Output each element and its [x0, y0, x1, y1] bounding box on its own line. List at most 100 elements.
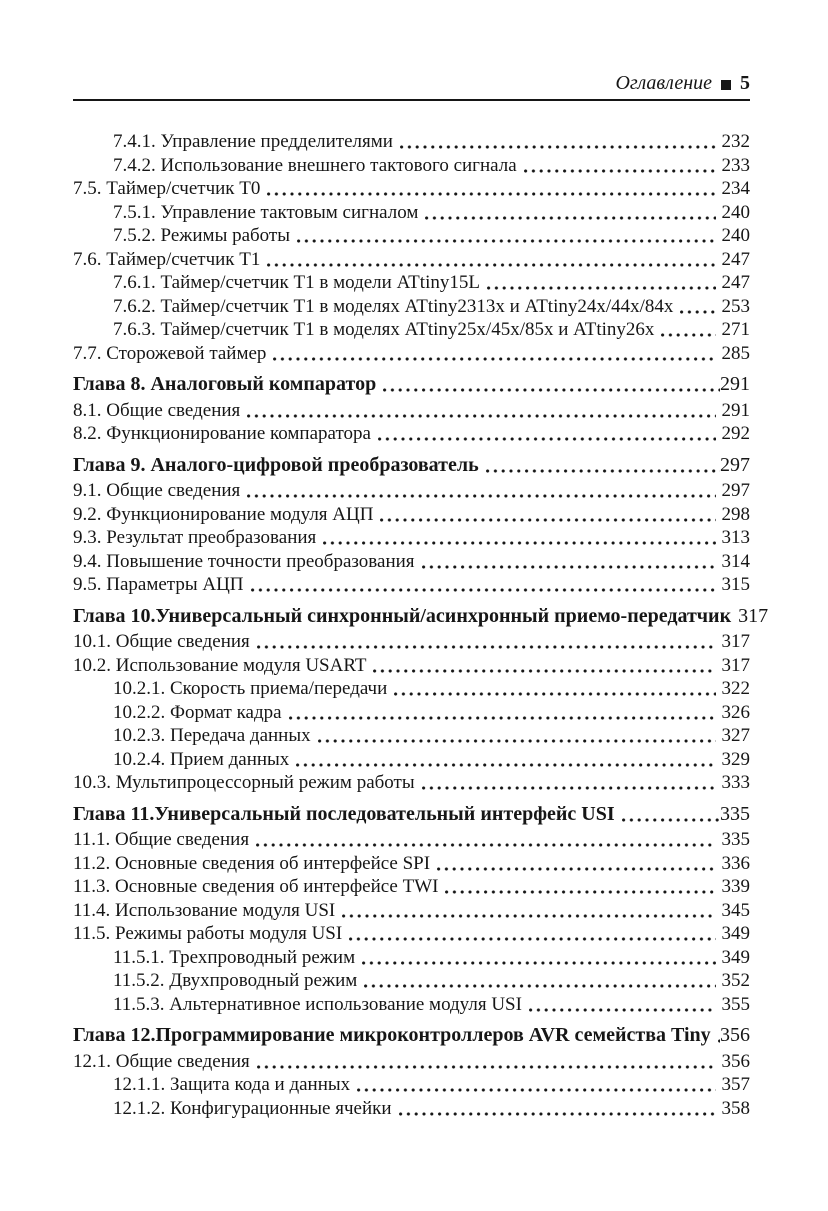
dot-leader	[425, 200, 716, 224]
toc-entry-page: 352	[721, 970, 751, 991]
toc-entry-label: 7.5.2. Режимы работы	[113, 225, 291, 246]
dot-leader	[383, 373, 720, 397]
toc-entry-page: 358	[721, 1097, 751, 1119]
toc-entry: 11.5.3. Альтернативное использование мод…	[73, 992, 751, 1016]
toc-entry: 12.1.1. Защита кода и данных 357	[73, 1073, 750, 1097]
toc-entry: Глава 11.Универсальный последовательный …	[73, 802, 750, 826]
dot-leader	[317, 724, 716, 748]
toc-entry: 10.1. Общие сведения 317	[73, 630, 750, 654]
toc-list: 7.4.1. Управление предделителями 232 7.4…	[73, 130, 768, 1120]
toc-entry: 7.7. Сторожевой таймер 285	[73, 341, 750, 365]
dot-leader	[267, 247, 716, 271]
toc-entry: 11.5. Режимы работы модуля USI 349	[73, 922, 750, 946]
dot-leader	[377, 422, 716, 446]
toc-entry-label: Глава 9. Аналого-цифровой преобразовател…	[73, 453, 479, 476]
dot-leader	[364, 969, 716, 993]
toc-entry-page: 317	[721, 654, 751, 676]
toc-entry-label: 7.7. Сторожевой таймер	[73, 342, 267, 364]
toc-entry-label: 9.2. Функционирование модуля АЦП	[73, 503, 374, 525]
toc-entry-label: 7.6.2. Таймер/счетчик Т1 в моделях ATtin…	[113, 295, 674, 317]
running-head: Оглавление 5	[73, 72, 750, 94]
toc-entry-page: 333	[721, 772, 751, 793]
toc-entry-label: 11.4. Использование модуля USI	[73, 899, 336, 921]
toc-entry-label: 7.5.1. Управление тактовым сигналом	[113, 201, 419, 223]
toc-entry-page: 317	[738, 604, 769, 627]
dot-leader	[247, 479, 716, 503]
toc-entry-page: 313	[721, 527, 751, 548]
toc-entry-label: 11.5. Режимы работы модуля USI	[73, 923, 343, 944]
toc-entry-label: 9.1. Общие сведения	[73, 480, 241, 501]
toc-entry-page: 327	[721, 725, 751, 746]
dot-leader	[421, 549, 716, 573]
toc-entry-label: 8.1. Общие сведения	[73, 399, 241, 421]
toc-entry-label: 9.4. Повышение точности преобразования	[73, 550, 415, 572]
toc-entry-label: Глава 11.Универсальный последовательный …	[73, 802, 615, 825]
toc-entry-page: 355	[721, 993, 751, 1015]
dot-leader	[680, 294, 716, 318]
toc-entry: 11.5.1. Трехпроводный режим 349	[73, 945, 750, 969]
dot-leader	[357, 1073, 716, 1097]
dot-leader	[349, 922, 716, 946]
toc-entry: 7.5. Таймер/счетчик Т0 234	[73, 177, 750, 201]
dot-leader	[485, 453, 720, 477]
toc-entry-label: 12.1.2. Конфигурационные ячейки	[113, 1097, 392, 1119]
toc-entry-label: 8.2. Функционирование компаратора	[73, 423, 371, 444]
toc-entry-label: 11.5.2. Двухпроводный режим	[113, 970, 358, 991]
dot-leader	[398, 1096, 716, 1120]
toc-entry: 7.6. Таймер/счетчик Т1 247	[73, 247, 750, 271]
toc-entry-label: 7.5. Таймер/счетчик Т0	[73, 178, 261, 199]
dot-leader	[421, 771, 716, 795]
toc-entry: 7.6.2. Таймер/счетчик Т1 в моделях ATtin…	[73, 294, 750, 318]
toc-entry-page: 329	[721, 748, 751, 770]
toc-entry-label: 12.1. Общие сведения	[73, 1050, 250, 1072]
toc-entry: 7.5.1. Управление тактовым сигналом 240	[73, 200, 751, 224]
dot-leader	[323, 526, 716, 550]
toc-entry-page: 291	[721, 399, 751, 421]
toc-entry-label: 11.5.3. Альтернативное использование мод…	[113, 993, 522, 1015]
dot-leader	[250, 573, 716, 597]
toc-entry-label: 7.4.2. Использование внешнего тактового …	[113, 154, 517, 176]
toc-entry: 11.4. Использование модуля USI 345	[73, 898, 751, 922]
dot-leader	[486, 271, 716, 295]
toc-entry-page: 292	[721, 423, 751, 444]
toc-entry-page: 297	[720, 453, 750, 476]
toc-entry-page: 240	[721, 201, 751, 223]
toc-entry: 8.2. Функционирование компаратора 292	[73, 422, 750, 446]
dot-leader	[373, 653, 716, 677]
toc-entry-label: Глава 10.Универсальный синхронный/асинхр…	[73, 604, 732, 627]
toc-entry: 7.6.1. Таймер/счетчик Т1 в модели ATtiny…	[73, 271, 750, 295]
toc-entry-label: 11.1. Общие сведения	[73, 829, 250, 850]
toc-entry: 10.2.1. Скорость приема/передачи 322	[73, 677, 750, 701]
toc-entry-page: 315	[721, 574, 751, 595]
dot-leader	[297, 224, 716, 248]
dot-leader	[296, 747, 716, 771]
dot-leader	[523, 153, 716, 177]
dot-leader	[256, 1049, 716, 1073]
toc-entry-label: 9.3. Результат преобразования	[73, 527, 317, 548]
dot-leader	[288, 700, 716, 724]
toc-entry-page: 291	[720, 373, 750, 395]
toc-entry-page: 234	[721, 178, 751, 199]
dot-leader	[399, 130, 716, 154]
toc-entry-page: 298	[721, 503, 751, 525]
toc-entry-page: 233	[721, 154, 751, 176]
toc-entry: 12.1. Общие сведения 356	[73, 1049, 750, 1073]
toc-entry-page: 335	[721, 829, 751, 850]
toc-entry-label: 10.3. Мультипроцессорный режим работы	[73, 772, 415, 793]
dot-leader	[621, 802, 720, 826]
toc-entry: 11.1. Общие сведения 335	[73, 828, 750, 852]
toc-entry-label: Глава 8. Аналоговый компаратор	[73, 373, 377, 395]
toc-entry: 11.2. Основные сведения об интерфейсе SP…	[73, 851, 750, 875]
toc-entry: Глава 10.Универсальный синхронный/асинхр…	[73, 604, 768, 629]
toc-entry-label: Глава 12.Программирование микроконтролле…	[73, 1024, 711, 1046]
dot-leader	[445, 875, 716, 899]
toc-entry: 10.2.2. Формат кадра 326	[73, 700, 750, 724]
toc-entry: 10.2.3. Передача данных 327	[73, 724, 750, 748]
toc-entry-page: 345	[721, 899, 751, 921]
toc-entry: Глава 12.Программирование микроконтролле…	[73, 1024, 750, 1048]
toc-entry: 9.3. Результат преобразования 313	[73, 526, 750, 550]
dot-leader	[247, 398, 716, 422]
header-rule	[73, 99, 750, 101]
toc-entry-label: 10.2.2. Формат кадра	[113, 701, 282, 723]
toc-entry-label: 7.4.1. Управление предделителями	[113, 131, 393, 152]
